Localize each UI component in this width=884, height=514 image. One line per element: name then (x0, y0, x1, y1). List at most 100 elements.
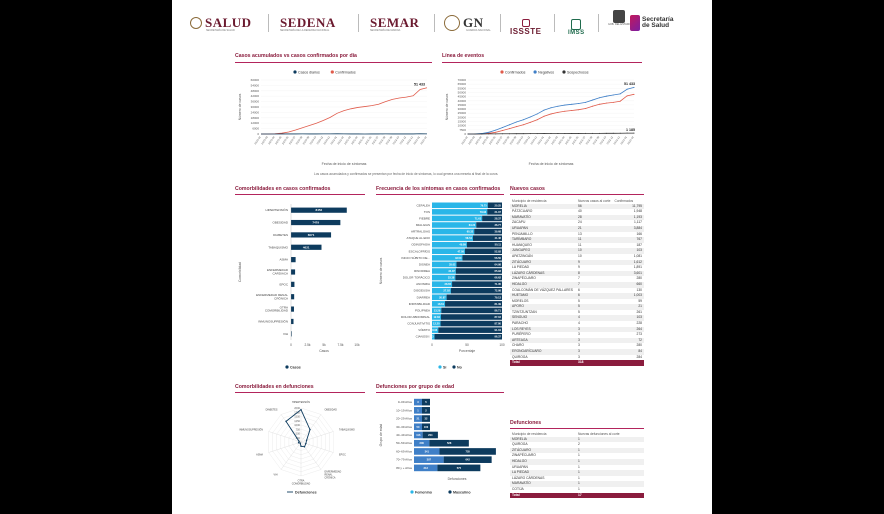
data-point (515, 133, 517, 135)
value-label-no: 65.93 (495, 269, 502, 273)
table-cell: MORELIA (512, 203, 527, 208)
x-tick-label: 2020-03 (467, 135, 476, 146)
bar-no (455, 268, 502, 274)
table-cell: PARACHO (512, 321, 529, 326)
bar-si (432, 320, 441, 327)
y-axis-label: Número de casos (238, 93, 242, 120)
value-label-masculino: 32 (425, 417, 428, 421)
table-cell: 1 (578, 464, 580, 469)
table-cell: 84 (638, 349, 642, 354)
legend-label: Sospechosos (567, 71, 589, 75)
data-point (564, 110, 566, 112)
table-cell: 11 (578, 242, 582, 247)
value-label-femenino: 50 (417, 425, 420, 429)
value-label: 7479 (312, 221, 319, 225)
logo-divider (358, 14, 359, 32)
logo-state-sub: GOB. DEL ESTADO (608, 23, 631, 26)
data-point (598, 132, 600, 134)
y-axis-label: Número de casos (379, 257, 383, 284)
value-label-femenino: 3 (417, 400, 419, 404)
category-label: HIPERTENSIÓN (266, 207, 288, 212)
data-point (509, 133, 510, 135)
table-cell: ZINAPÉCUARO (512, 453, 536, 458)
data-point (536, 119, 538, 121)
y-tick-label: 0 (257, 132, 259, 136)
bar (291, 244, 322, 250)
category-label: INMUNOSUPRESIÓN (258, 318, 288, 323)
table-cell: 280 (636, 343, 642, 348)
table-cell: LÁZARO CÁRDENAS (512, 270, 545, 275)
section-rule (235, 62, 432, 63)
x-tick-label: 10k (354, 343, 360, 347)
bar-no (456, 261, 502, 268)
y-tick-label: 20000 (458, 115, 467, 119)
bar-femenino (414, 431, 423, 439)
x-tick-label: 7.5k (337, 343, 343, 347)
value-label-masculino: 528 (447, 441, 452, 445)
data-point (571, 109, 573, 111)
table-cell: 7 (578, 276, 580, 281)
logo-salud: SALUD SECRETARÍA DE SALUD (190, 10, 252, 36)
x-tick-label: 2.5k (304, 343, 310, 347)
x-tick-label: 2020-12 (322, 135, 331, 146)
table-cell: 21 (638, 304, 642, 309)
table-cell: 1 (578, 436, 580, 441)
data-point (557, 132, 559, 134)
value-label-no: 52.92 (495, 249, 502, 253)
table-cell: 1,193 (633, 214, 642, 219)
data-point (297, 442, 300, 444)
value-label-femenino: 397 (427, 458, 432, 462)
category-label: CRÓNICA (274, 295, 288, 300)
table-row: LA PIEDAD 9 1,891 (510, 265, 644, 271)
report-page: SALUD SECRETARÍA DE SALUD SEDENA SECRETA… (172, 0, 712, 514)
category-label: EPOC (279, 282, 288, 286)
bar (291, 306, 294, 312)
value-label-no: 20.25 (495, 203, 502, 207)
data-point (605, 102, 607, 104)
value-label-femenino: 341 (425, 449, 430, 453)
data-point (633, 93, 635, 95)
y-axis-label: Número de casos (445, 93, 449, 120)
x-tick-label: 2021-11 (605, 135, 614, 145)
col-defunciones: Nuevas defunciones al corte (578, 432, 620, 436)
data-point (543, 109, 545, 111)
data-point (502, 130, 504, 132)
logo-salud-text: SALUD (205, 15, 252, 30)
data-point (619, 132, 621, 134)
total-row: Total 318 (510, 360, 644, 366)
value-label-masculino: 2 (425, 408, 427, 412)
data-point (515, 126, 517, 128)
col-municipio: Municipio de residencia (512, 199, 547, 203)
value-label-masculino: 575 (457, 466, 462, 470)
x-tick-label: 2021-08 (585, 135, 594, 146)
x-tick-label: 2020-05 (481, 135, 490, 146)
data-point (633, 86, 635, 88)
category-label: CIANOSIS (416, 335, 430, 339)
table-cell: 660 (636, 281, 642, 286)
x-tick-label: 2021-06 (571, 135, 580, 146)
category-label: DOLOR ABDOMINAL (401, 315, 430, 319)
table-cell: 187 (636, 242, 642, 247)
total-value: 318 (578, 360, 584, 365)
axis-category-label: OBESIDAD (325, 409, 338, 412)
bar-si (432, 281, 453, 287)
y-tick-label: 15000 (458, 120, 467, 124)
category-label: DISNEA (419, 262, 430, 266)
table-cell: 7 (578, 281, 580, 286)
edad-bar-chart: 0–09 Años 3 5 10–19 Años 1 2 20–29 Años 21 32 30–… (379, 398, 496, 494)
table-cell: 284 (636, 354, 642, 359)
table-row: ZACAPU 24 1,117 (510, 220, 644, 226)
bar-no (482, 215, 502, 222)
data-point (515, 121, 517, 123)
category-label: RINORREA (414, 269, 430, 273)
nuevos-casos-title: Nuevos casos (510, 186, 545, 192)
table-cell: PURÉPERO (512, 332, 531, 337)
table-cell: 4 (578, 315, 580, 320)
table-row: ZITÁCUARO 1 (510, 447, 644, 454)
col-confirmados: Confirmados (614, 199, 634, 203)
y-tick-label: 12000 (251, 121, 260, 125)
table-cell: 261 (636, 309, 642, 314)
table-cell: URUAPAN (512, 464, 528, 469)
legend-marker (562, 70, 566, 74)
category-label: DIABETES (273, 233, 288, 237)
